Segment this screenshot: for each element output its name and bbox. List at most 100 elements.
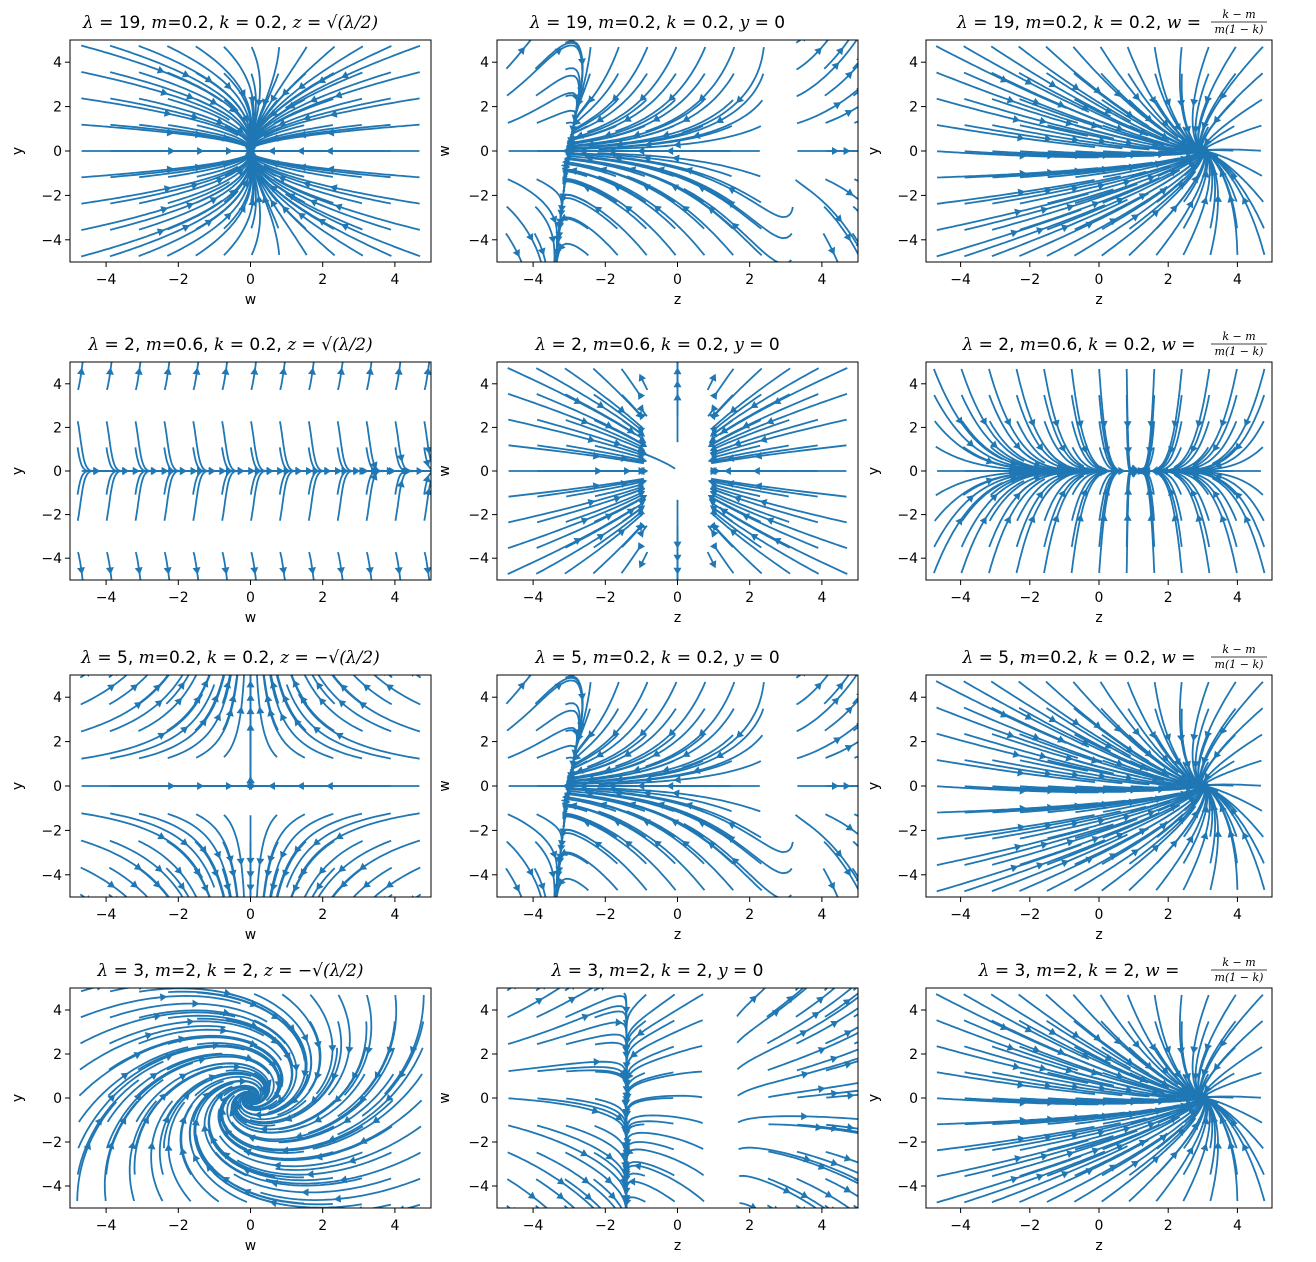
arrowhead [833,102,842,110]
arrowhead [164,1143,173,1151]
x-axis-label: z [674,927,681,943]
x-tick-label: 2 [1164,590,1173,606]
arrowhead [1075,786,1083,795]
arrowhead [652,749,661,757]
arrowhead [512,249,520,258]
arrowhead [1160,767,1169,775]
arrowhead [1190,733,1199,742]
arrowhead [1180,790,1189,799]
arrowhead [195,130,203,139]
arrowhead [280,850,288,859]
arrowhead [1201,121,1209,130]
y-tick-label: 2 [480,100,489,116]
arrowheads [512,675,858,893]
streamline [221,868,231,897]
arrowhead [249,1021,258,1029]
arrowhead [248,95,257,104]
streamline [964,1122,1121,1152]
streamline [853,1013,858,1018]
streamline [1019,164,1171,205]
arrowhead [548,870,557,879]
arrowhead [201,1124,210,1132]
arrowhead [750,401,759,409]
arrowhead [1192,471,1201,480]
arrowhead [666,147,674,155]
arrowhead [1186,1146,1194,1155]
streamline [737,1115,858,1124]
arrowhead [834,214,842,223]
streamline [236,1151,392,1176]
arrowhead [249,1039,258,1048]
streamline [223,675,245,758]
streamline [138,840,198,897]
arrowhead [831,62,840,71]
arrowhead [638,373,647,382]
arrowhead [1057,735,1066,743]
streamline [218,1135,363,1168]
arrowhead [799,1030,808,1038]
x-tick-label: −2 [595,272,616,288]
streamline [826,1093,858,1099]
arrowhead [668,728,677,737]
arrowhead [723,467,731,475]
streamline [564,367,644,429]
y-tick-label: −2 [41,1135,62,1151]
streamline [1204,1098,1219,1202]
arrowhead [639,448,648,457]
arrowhead [1195,514,1204,522]
arrowhead [283,1052,291,1061]
arrowhead [313,1040,322,1049]
arrowhead [295,467,303,476]
streamline [853,813,858,817]
streamline [535,1205,540,1208]
streamline [167,1101,192,1202]
streamline [1125,369,1132,472]
streamline [257,71,392,135]
arrowhead [359,467,367,475]
streamline [138,675,198,732]
arrowhead [268,782,275,790]
arrowhead [225,708,234,717]
arrowhead [1108,853,1118,861]
arrowhead [249,1091,257,1100]
streamline [505,675,532,705]
streamline [936,124,1096,148]
arrowhead [673,567,682,575]
arrowhead [1139,762,1148,771]
streamline [225,992,308,1076]
streamlines [505,675,858,897]
arrowhead [1187,796,1196,804]
arrowhead [168,467,176,475]
arrowhead [638,412,647,421]
arrowhead [587,435,596,444]
streamline [373,866,421,897]
arrowhead [554,870,563,879]
arrowhead [259,117,267,126]
arrowhead [573,117,582,126]
streamline [1197,46,1237,148]
arrowhead [653,205,662,213]
streamline [992,170,1147,205]
arrowhead [1158,785,1166,794]
arrowhead [243,1167,252,1175]
arrowhead [166,165,175,174]
arrowhead [306,467,314,475]
arrowhead [209,197,218,205]
arrowhead [133,1093,142,1102]
y-tick-label: 0 [480,464,489,480]
arrowhead [258,167,267,175]
streamlines [506,988,858,1208]
arrowhead [1077,470,1086,479]
arrowhead [240,1093,249,1102]
streamline [307,469,407,521]
streamline [263,97,420,138]
arrowhead [622,1194,631,1203]
streamline [1018,680,1132,758]
y-axis-label: y [866,147,882,155]
arrowhead [1044,769,1052,778]
arrowhead [270,1036,279,1045]
streamline [303,675,363,732]
